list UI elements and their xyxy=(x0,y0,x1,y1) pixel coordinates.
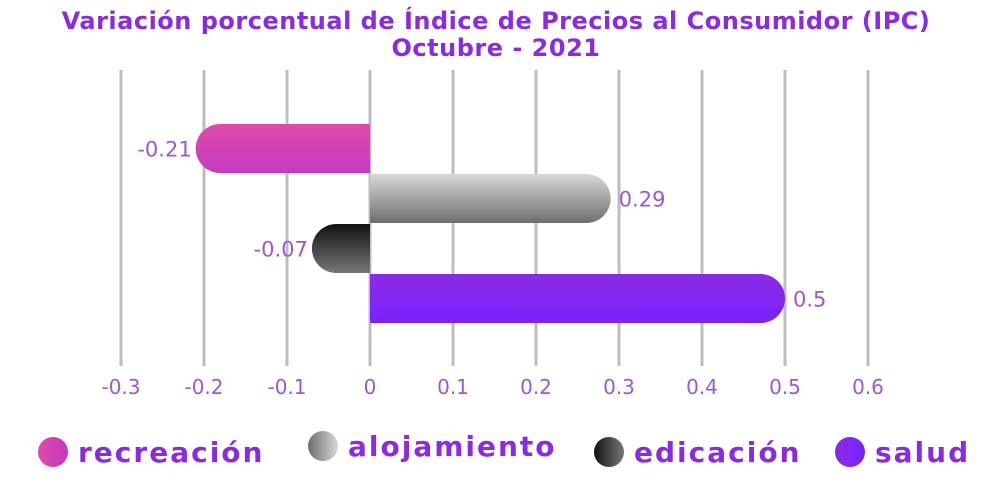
data-label-alojamiento: 0.29 xyxy=(619,188,666,212)
legend-item-alojamiento: alojamiento xyxy=(308,424,557,468)
x-tick-label: 0.5 xyxy=(769,375,801,399)
chart-title-line-1: Variación porcentual de Índice de Precio… xyxy=(61,7,931,35)
bar-salud xyxy=(370,274,785,323)
x-axis-tick-labels: -0.3 -0.2 -0.1 0 0.1 0.2 0.3 0.4 0.5 0.6 xyxy=(101,375,883,399)
x-tick-label: -0.3 xyxy=(101,375,140,399)
bar-recreacion xyxy=(195,124,370,173)
legend-item-edicacion: edicación xyxy=(594,430,802,474)
x-tick-label: 0.3 xyxy=(603,375,635,399)
bars xyxy=(195,124,785,323)
chart-title: Variación porcentual de Índice de Precio… xyxy=(0,8,992,62)
legend-label: salud xyxy=(875,435,971,469)
legend-item-salud: salud xyxy=(835,430,970,474)
x-tick-label: 0.4 xyxy=(686,375,718,399)
x-tick-label: -0.2 xyxy=(184,375,223,399)
chart-title-line-2: Octubre - 2021 xyxy=(391,34,601,62)
legend-swatch xyxy=(38,437,68,467)
x-tick-label: 0.1 xyxy=(437,375,469,399)
legend-swatch xyxy=(594,437,624,467)
legend: recreación alojamiento edicación salud xyxy=(0,430,992,474)
legend-swatch xyxy=(308,431,338,461)
data-label-edicacion: -0.07 xyxy=(254,238,308,262)
legend-swatch xyxy=(835,437,865,467)
x-tick-label: 0.2 xyxy=(520,375,552,399)
x-tick-label: 0.6 xyxy=(852,375,884,399)
bar-alojamiento xyxy=(370,174,611,223)
legend-label: alojamiento xyxy=(348,429,557,463)
x-tick-label: 0 xyxy=(364,375,377,399)
x-tick-label: -0.1 xyxy=(267,375,306,399)
legend-item-recreacion: recreación xyxy=(38,430,264,474)
data-label-recreacion: -0.21 xyxy=(137,138,191,162)
legend-label: recreación xyxy=(78,435,265,469)
bar-edicacion xyxy=(311,223,370,273)
legend-label: edicación xyxy=(634,435,802,469)
data-labels: -0.21 0.29 -0.07 0.5 xyxy=(137,138,826,312)
data-label-salud: 0.5 xyxy=(793,288,826,312)
